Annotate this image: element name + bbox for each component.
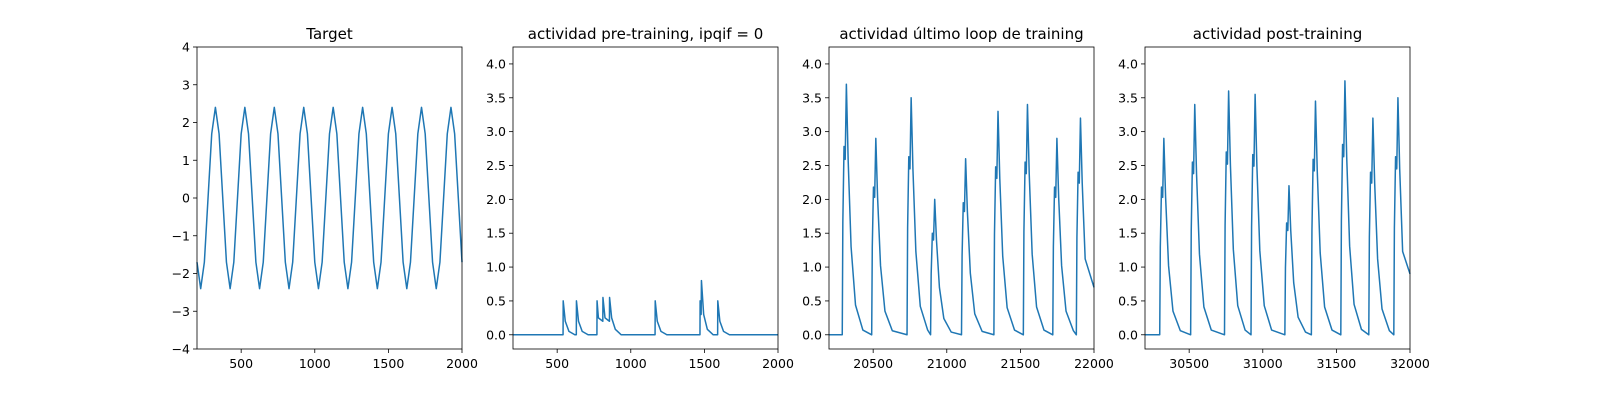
data-line <box>196 106 463 290</box>
y-tick-label: 0.5 <box>1118 293 1138 308</box>
x-tick-label: 2000 <box>446 356 478 371</box>
y-tick-label: 1.5 <box>1118 226 1138 241</box>
chart-title: actividad post-training <box>1193 25 1362 43</box>
y-tick-label: 3.0 <box>486 124 506 139</box>
y-tick-label: 3 <box>182 77 190 92</box>
y-tick-label: 4.0 <box>486 56 506 71</box>
y-tick-label: 2.0 <box>486 192 506 207</box>
axes-frame <box>1144 46 1411 350</box>
axes-frame <box>828 46 1095 350</box>
x-tick-label: 21500 <box>1001 356 1041 371</box>
y-tick-label: 1.5 <box>802 226 822 241</box>
y-tick-label: 2.0 <box>802 192 822 207</box>
data-line <box>1145 80 1411 336</box>
axes-frame <box>196 46 463 350</box>
x-tick-label: 21000 <box>927 356 967 371</box>
axes-frame <box>512 46 779 350</box>
y-tick-label: 0.5 <box>802 293 822 308</box>
y-tick-label: 1.0 <box>486 260 506 275</box>
y-tick-label: 2.5 <box>802 158 822 173</box>
y-tick-label: −3 <box>172 304 190 319</box>
x-tick-label: 1000 <box>299 356 331 371</box>
y-tick-label: 0.0 <box>1118 327 1138 342</box>
y-tick-label: 0.5 <box>486 293 506 308</box>
y-tick-label: 2.5 <box>1118 158 1138 173</box>
y-tick-label: 3.5 <box>486 90 506 105</box>
chart-title: actividad pre-training, ipqif = 0 <box>528 25 764 43</box>
y-tick-label: 3.0 <box>1118 124 1138 139</box>
y-tick-label: 0 <box>182 191 190 206</box>
y-tick-label: 2.0 <box>1118 192 1138 207</box>
data-line <box>513 279 778 336</box>
data-line <box>829 83 1095 336</box>
y-tick-label: −1 <box>172 228 190 243</box>
x-tick-label: 500 <box>229 356 253 371</box>
y-tick-label: 4.0 <box>1118 56 1138 71</box>
x-tick-label: 31000 <box>1243 356 1283 371</box>
y-tick-label: −2 <box>172 266 190 281</box>
x-tick-label: 31500 <box>1317 356 1357 371</box>
y-tick-label: 1.5 <box>486 226 506 241</box>
y-tick-label: 1.0 <box>802 260 822 275</box>
y-tick-label: 3.5 <box>1118 90 1138 105</box>
x-tick-label: 1500 <box>372 356 404 371</box>
x-tick-label: 1500 <box>688 356 720 371</box>
x-tick-label: 2000 <box>762 356 794 371</box>
x-tick-label: 1000 <box>615 356 647 371</box>
y-tick-label: 3.5 <box>802 90 822 105</box>
y-tick-label: 2.5 <box>486 158 506 173</box>
chart-title: actividad último loop de training <box>839 25 1083 43</box>
chart-title: Target <box>305 25 353 43</box>
y-tick-label: −4 <box>172 342 190 357</box>
x-tick-label: 32000 <box>1390 356 1430 371</box>
y-tick-label: 0.0 <box>486 327 506 342</box>
x-tick-label: 30500 <box>1169 356 1209 371</box>
y-tick-label: 4.0 <box>802 56 822 71</box>
y-tick-label: 3.0 <box>802 124 822 139</box>
y-tick-label: 4 <box>182 40 190 55</box>
y-tick-label: 1 <box>182 153 190 168</box>
y-tick-label: 0.0 <box>802 327 822 342</box>
x-tick-label: 20500 <box>853 356 893 371</box>
y-tick-label: 2 <box>182 115 190 130</box>
x-tick-label: 500 <box>545 356 569 371</box>
x-tick-label: 22000 <box>1074 356 1114 371</box>
y-tick-label: 1.0 <box>1118 260 1138 275</box>
